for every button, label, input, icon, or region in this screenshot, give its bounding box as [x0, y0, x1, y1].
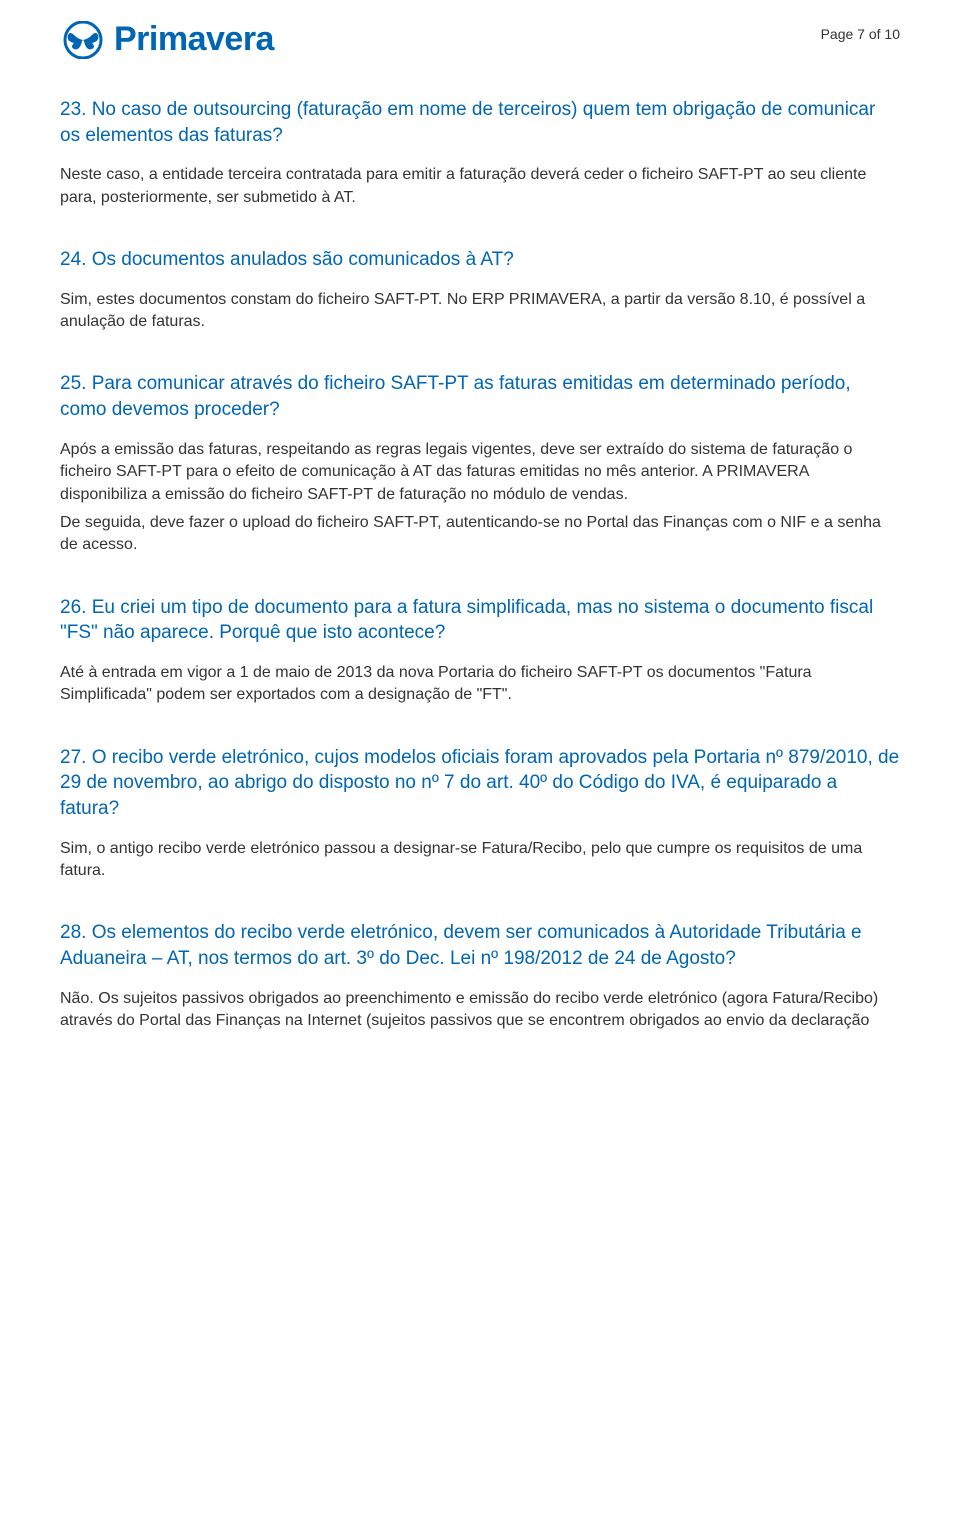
page-indicator: Page 7 of 10 [821, 26, 900, 42]
answer-paragraph: Não. Os sujeitos passivos obrigados ao p… [60, 988, 900, 1033]
brand-name: Primavera [114, 20, 274, 59]
answer-paragraph: Neste caso, a entidade terceira contrata… [60, 164, 900, 209]
question-heading: 26. Eu criei um tipo de documento para a… [60, 595, 900, 646]
question-heading: 27. O recibo verde eletrónico, cujos mod… [60, 745, 900, 822]
answer-paragraph: Até à entrada em vigor a 1 de maio de 20… [60, 662, 900, 707]
question-heading: 24. Os documentos anulados são comunicad… [60, 247, 900, 273]
question-heading: 25. Para comunicar através do ficheiro S… [60, 371, 900, 422]
question-heading: 23. No caso de outsourcing (faturação em… [60, 97, 900, 148]
brand-logo: Primavera [60, 20, 274, 59]
answer-paragraph: Sim, estes documentos constam do ficheir… [60, 289, 900, 334]
answer-paragraph: Após a emissão das faturas, respeitando … [60, 439, 900, 506]
butterfly-icon [60, 21, 106, 59]
answer-paragraph: Sim, o antigo recibo verde eletrónico pa… [60, 838, 900, 883]
question-heading: 28. Os elementos do recibo verde eletrón… [60, 920, 900, 971]
content-body: 23. No caso de outsourcing (faturação em… [60, 97, 900, 1033]
answer-paragraph: De seguida, deve fazer o upload do fiche… [60, 512, 900, 557]
page-header: Primavera Page 7 of 10 [60, 20, 900, 59]
document-page: Primavera Page 7 of 10 23. No caso de ou… [0, 0, 960, 1079]
